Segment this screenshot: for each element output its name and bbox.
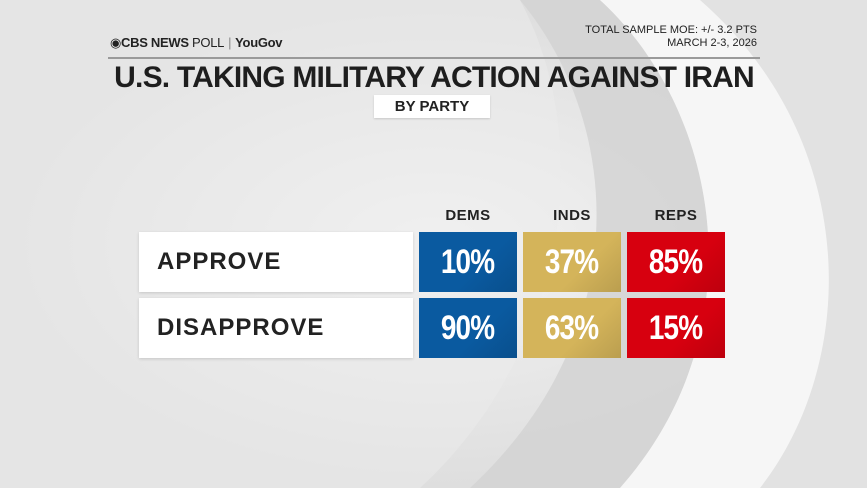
cell-value: 37%	[545, 243, 599, 281]
poll-meta: TOTAL SAMPLE MOE: +/- 3.2 PTS MARCH 2-3,…	[585, 24, 757, 50]
cell-disapprove-reps: 15%	[627, 298, 725, 358]
row-label-approve: APPROVE	[139, 232, 413, 292]
column-header-reps: REPS	[654, 207, 698, 224]
chart-subtitle: BY PARTY	[374, 95, 490, 118]
cell-approve-inds: 37%	[523, 232, 621, 292]
column-header-dems: DEMS	[445, 207, 491, 224]
cell-approve-dems: 10%	[419, 232, 517, 292]
cell-disapprove-inds: 63%	[523, 298, 621, 358]
cell-value: 63%	[545, 309, 599, 347]
cbs-eye-icon: ◉	[110, 35, 122, 50]
chart-title: U.S. TAKING MILITARY ACTION AGAINST IRAN	[114, 61, 754, 94]
moe-text: TOTAL SAMPLE MOE: +/- 3.2 PTS	[585, 24, 757, 36]
cell-value: 15%	[649, 309, 703, 347]
cell-approve-reps: 85%	[627, 232, 725, 292]
cell-value: 90%	[441, 309, 495, 347]
column-header-inds: INDS	[553, 207, 591, 224]
cell-value: 10%	[441, 243, 495, 281]
cbs-yougov-logo: ◉CBS NEWS POLL | YouGov	[110, 35, 283, 50]
header-divider	[108, 57, 760, 59]
cell-disapprove-dems: 90%	[419, 298, 517, 358]
cell-value: 85%	[649, 243, 703, 281]
poll-dates: MARCH 2-3, 2026	[667, 37, 757, 49]
row-label-disapprove: DISAPPROVE	[139, 298, 413, 358]
